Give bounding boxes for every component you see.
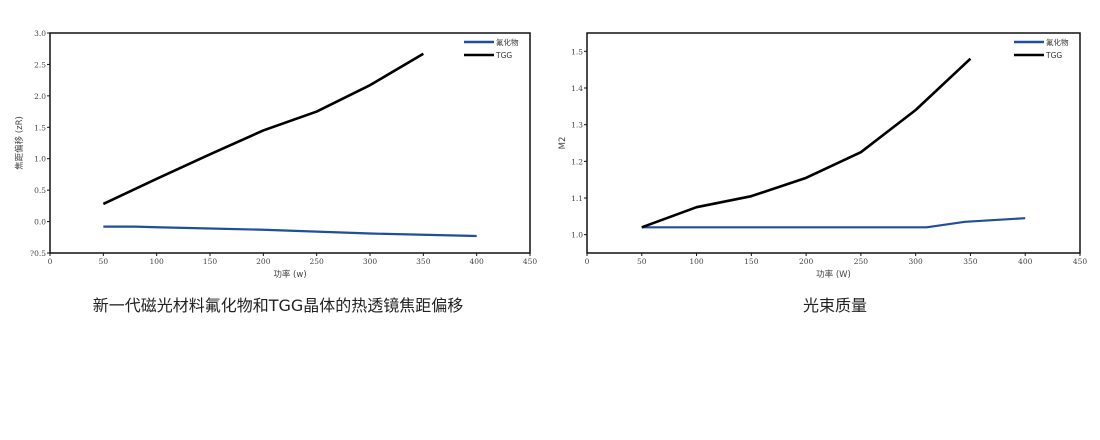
y-tick-label: 1.2 [571,157,583,166]
y-tick-label: 1.0 [34,155,46,164]
x-tick-label: 0 [585,257,590,266]
series-line-tgg [641,57,972,229]
legend-label: TGG [495,51,512,60]
series-line-tgg [102,52,424,206]
x-tick-label: 150 [744,257,759,266]
x-tick-label: 250 [854,257,869,266]
plot-frame [586,32,1081,254]
series-line-fluoride [641,217,1026,229]
y-axis-label: M2 [558,137,568,150]
y-tick-label: 1.4 [571,84,583,93]
x-tick-label: 100 [689,257,704,266]
chart-caption-thermal-lens: 新一代磁光材料氟化物和TGG晶体的热透镜焦距偏移 [92,296,464,315]
x-tick-label: 300 [363,257,378,266]
x-tick-label: 100 [150,257,165,266]
y-tick-label: 3.0 [34,29,46,38]
x-tick-label: 50 [99,257,109,266]
y-tick-label: 0.0 [34,218,46,227]
chart-caption-beam-quality: 光束质量 [802,296,868,315]
y-tick-label: 1.3 [571,121,583,130]
x-axis-label: 功率 (w) [273,269,306,280]
legend-label: TGG [1045,51,1062,60]
x-tick-label: 350 [963,257,978,266]
y-tick-label: 0.5 [34,186,46,195]
x-tick-label: 0 [48,257,53,266]
y-tick-label: 1.1 [571,194,583,203]
x-tick-label: 400 [1018,257,1033,266]
legend-label: 氟化物 [1046,37,1069,47]
y-axis-label: 焦距偏移 (zR) [14,116,25,170]
x-tick-label: 250 [310,257,325,266]
y-tick-label: ?0.5 [30,249,46,258]
x-tick-label: 150 [203,257,218,266]
y-tick-label: 1.5 [34,123,46,132]
x-tick-label: 300 [909,257,924,266]
legend-label: 氟化物 [496,37,519,47]
series-line-fluoride [103,225,477,238]
y-tick-label: 1.5 [571,47,583,56]
y-tick-label: 1.0 [571,231,583,240]
x-tick-label: 450 [523,257,538,266]
x-tick-label: 200 [256,257,271,266]
x-axis-label: 功率 (W) [816,269,851,280]
x-tick-label: 350 [416,257,431,266]
x-tick-label: 400 [470,257,485,266]
x-tick-label: 50 [637,257,647,266]
x-tick-label: 450 [1073,257,1088,266]
y-tick-label: 2.5 [34,60,46,69]
plot-frame [49,32,531,254]
y-tick-label: 2.0 [34,92,46,101]
x-tick-label: 200 [799,257,814,266]
